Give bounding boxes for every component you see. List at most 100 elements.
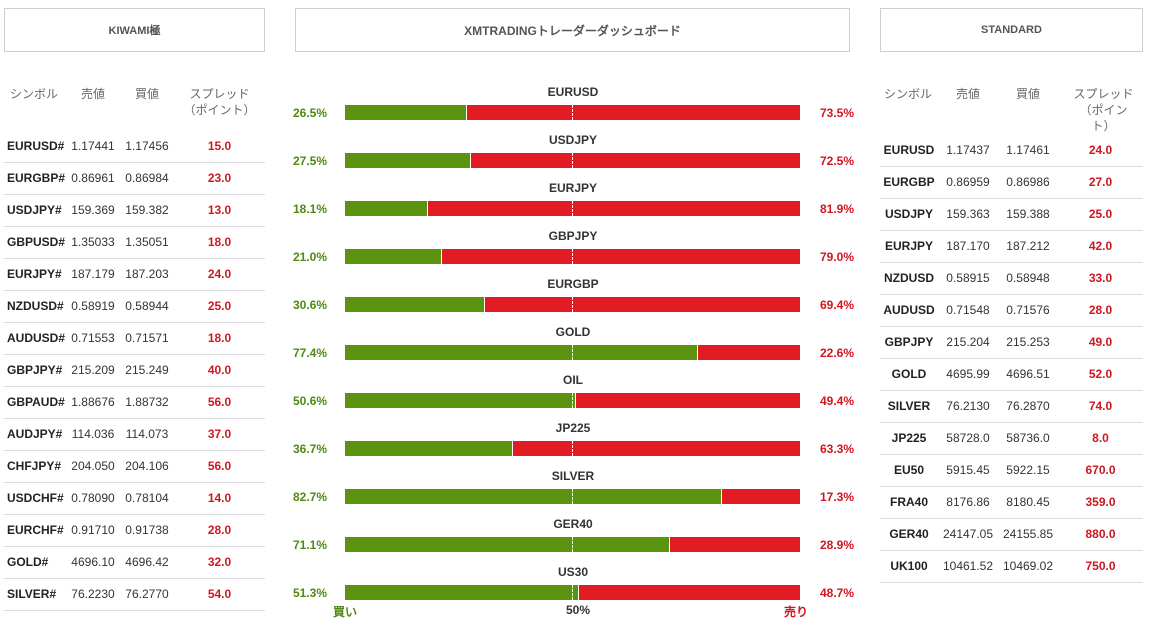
bar-midline: [572, 537, 573, 552]
sentiment-bar: [345, 153, 800, 168]
dashboard-header-title: XMTRADINGトレーダーダッシュボード: [464, 23, 681, 38]
sentiment-symbol: EURJPY: [548, 181, 598, 195]
standard-header-title: STANDARD: [981, 24, 1042, 36]
spread-cell: 49.0: [1058, 326, 1143, 359]
spread-cell: 27.0: [1058, 166, 1143, 199]
buy-percent: 21.0%: [293, 250, 328, 264]
sell-percent: 81.9%: [819, 202, 854, 216]
sell-percent: 69.4%: [819, 298, 854, 312]
buy-bar-fill: [345, 393, 576, 408]
sell-percent: 22.6%: [819, 346, 854, 360]
spread-cell: 24.0: [1058, 134, 1143, 167]
buy-percent: 51.3%: [293, 586, 328, 600]
table-row: USDCHF# 0.78090 0.78104 14.0: [4, 482, 265, 515]
bid-cell: 1.88676: [66, 386, 120, 419]
table-row: USDJPY 159.363 159.388 25.0: [880, 198, 1143, 231]
sell-percent: 72.5%: [819, 154, 854, 168]
table-row: SILVER 76.2130 76.2870 74.0: [880, 390, 1143, 423]
sentiment-row: US30 51.3% 48.7%: [290, 565, 854, 609]
spread-cell: 25.0: [1058, 198, 1143, 231]
ask-cell: 215.249: [120, 354, 174, 387]
sentiment-bar: [345, 489, 800, 504]
symbol-cell: EURGBP: [880, 166, 938, 199]
symbol-cell: EURUSD#: [4, 130, 66, 163]
ask-cell: 0.86986: [998, 166, 1058, 199]
sell-percent: 28.9%: [819, 538, 854, 552]
sentiment-row: EURJPY 18.1% 81.9%: [290, 181, 854, 225]
bid-cell: 0.78090: [66, 482, 120, 515]
spread-cell: 33.0: [1058, 262, 1143, 295]
ask-cell: 4696.51: [998, 358, 1058, 391]
table-row: NZDUSD# 0.58919 0.58944 25.0: [4, 290, 265, 323]
sentiment-symbol: US30: [557, 565, 589, 579]
sentiment-symbol: GBPJPY: [548, 229, 598, 243]
column-header-ask: 買値: [1015, 87, 1040, 101]
bid-cell: 0.86959: [938, 166, 998, 199]
column-header-spread: スプレッド（ポイント）: [1073, 87, 1134, 133]
table-row: CHFJPY# 204.050 204.106 56.0: [4, 450, 265, 483]
buy-percent: 82.7%: [293, 490, 328, 504]
bid-cell: 76.2230: [66, 578, 120, 611]
symbol-cell: GOLD#: [4, 546, 66, 579]
table-header-row: シンボル 売値 買値 スプレッド（ポイント）: [880, 80, 1143, 134]
sentiment-symbol: SILVER: [551, 469, 595, 483]
bar-divider: [668, 537, 670, 552]
column-header-ask: 買値: [134, 87, 159, 101]
buy-percent: 30.6%: [293, 298, 328, 312]
symbol-cell: USDCHF#: [4, 482, 66, 515]
bar-divider: [484, 297, 486, 312]
bid-cell: 1.17441: [66, 130, 120, 163]
symbol-cell: GBPUSD#: [4, 226, 66, 259]
spread-cell: 56.0: [174, 450, 265, 483]
column-header-bid: 売値: [80, 87, 105, 101]
ask-cell: 8180.45: [998, 486, 1058, 519]
sentiment-symbol: GER40: [553, 517, 593, 531]
spread-cell: 18.0: [174, 226, 265, 259]
bar-divider: [440, 249, 442, 264]
sentiment-symbol: GOLD: [555, 325, 591, 339]
sentiment-bar: [345, 249, 800, 264]
kiwami-header: KIWAMI極: [4, 8, 265, 52]
sentiment-row: GBPJPY 21.0% 79.0%: [290, 229, 854, 273]
spread-cell: 25.0: [174, 290, 265, 323]
bid-cell: 159.369: [66, 194, 120, 227]
table-row: JP225 58728.0 58736.0 8.0: [880, 422, 1143, 455]
symbol-cell: EURGBP#: [4, 162, 66, 195]
spread-cell: 42.0: [1058, 230, 1143, 263]
spread-cell: 750.0: [1058, 550, 1143, 583]
buy-bar-fill: [345, 489, 722, 504]
table-row: GOLD# 4696.10 4696.42 32.0: [4, 546, 265, 579]
bar-midline: [572, 105, 573, 120]
symbol-cell: AUDUSD#: [4, 322, 66, 355]
bid-cell: 1.17437: [938, 134, 998, 167]
axis-mid-label: 50%: [566, 603, 591, 617]
spread-cell: 40.0: [174, 354, 265, 387]
symbol-cell: EU50: [880, 454, 938, 487]
kiwami-header-title: KIWAMI極: [108, 25, 161, 37]
bid-cell: 187.179: [66, 258, 120, 291]
bid-cell: 24147.05: [938, 518, 998, 551]
spread-cell: 28.0: [174, 514, 265, 547]
sell-percent: 79.0%: [819, 250, 854, 264]
ask-cell: 5922.15: [998, 454, 1058, 487]
table-row: GBPJPY# 215.209 215.249 40.0: [4, 354, 265, 387]
bid-cell: 215.209: [66, 354, 120, 387]
sentiment-symbol: USDJPY: [548, 133, 598, 147]
ask-cell: 0.58944: [120, 290, 174, 323]
bid-cell: 76.2130: [938, 390, 998, 423]
bid-cell: 0.58915: [938, 262, 998, 295]
bar-divider: [578, 585, 580, 600]
bid-cell: 215.204: [938, 326, 998, 359]
ask-cell: 0.58948: [998, 262, 1058, 295]
ask-cell: 0.86984: [120, 162, 174, 195]
bar-midline: [572, 153, 573, 168]
ask-cell: 0.78104: [120, 482, 174, 515]
bar-divider: [427, 201, 429, 216]
symbol-cell: GBPJPY#: [4, 354, 66, 387]
symbol-cell: EURJPY: [880, 230, 938, 263]
sentiment-symbol: EURUSD: [547, 85, 599, 99]
symbol-cell: EURJPY#: [4, 258, 66, 291]
standard-header: STANDARD: [880, 8, 1143, 52]
ask-cell: 1.35051: [120, 226, 174, 259]
sentiment-row: JP225 36.7% 63.3%: [290, 421, 854, 465]
